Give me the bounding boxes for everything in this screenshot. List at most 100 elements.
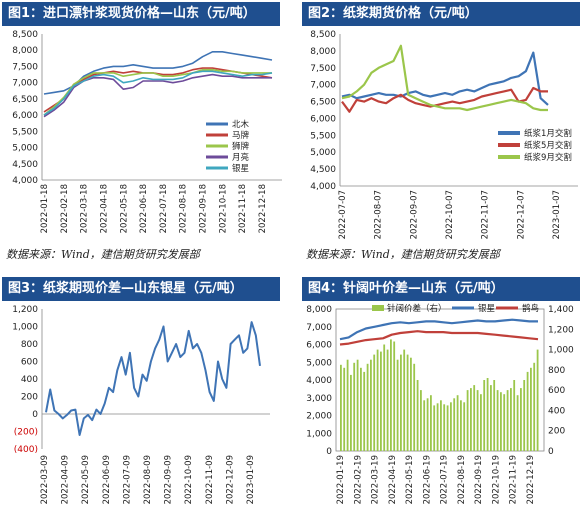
chart4-right-ytick: 400	[548, 406, 565, 416]
chart4-bar	[360, 367, 362, 451]
chart3-xtick: 2022-07-09	[122, 455, 132, 504]
chart1-xtick: 2022-12-18	[258, 184, 268, 233]
chart4-left-ytick: 7,000	[306, 323, 332, 333]
chart4-bar	[496, 390, 499, 451]
chart4-xtick: 2022-03-19	[371, 455, 381, 504]
chart3-ytick: 400	[21, 375, 38, 385]
chart3-ytick: (400)	[14, 445, 38, 455]
chart3-xtick: 2022-10-09	[184, 455, 194, 504]
chart4-bar	[406, 354, 409, 451]
chart4-left-ytick: 1,000	[306, 429, 332, 439]
chart4-xtick: 2022-11-19	[509, 455, 519, 504]
chart2-series-0	[341, 51, 549, 106]
chart1-series-2	[43, 68, 272, 116]
chart3-xtick: 2022-12-09	[225, 455, 235, 504]
chart4-bar	[403, 349, 406, 451]
chart4-bar	[430, 395, 432, 451]
chart4-bar	[433, 405, 436, 451]
chart3-ytick: 1,200	[12, 305, 38, 315]
chart1-ytick: 7,500	[12, 62, 38, 72]
chart2-xtick: 2022-09-07	[409, 190, 419, 239]
chart4-bar	[340, 364, 342, 451]
chart4-bar	[506, 390, 509, 451]
chart4-bar	[463, 402, 466, 451]
chart4-right-ytick: 200	[548, 427, 565, 437]
chart4-xtick: 2022-09-19	[474, 455, 484, 504]
chart4-bar	[470, 388, 472, 451]
chart1-ytick: 4,000	[12, 176, 38, 186]
source-note-1: 数据来源：Wind，建信期货研究发展部	[6, 248, 200, 261]
chart-2: 4,000 4,500 5,000 5,500 6,000 6,500 7,000 7,500…	[310, 30, 578, 239]
chart2-ytick: 7,500	[310, 64, 336, 74]
chart4-bar	[536, 349, 539, 451]
chart2-xtick: 2022-10-07	[445, 190, 455, 239]
chart-title-4: 图4：针阔叶价差—山东（元/吨）	[302, 277, 580, 301]
chart3-xtick: 2022-08-09	[143, 455, 153, 504]
chart4-xtick: 2022-08-19	[457, 455, 467, 504]
chart1-xtick: 2022-01-18	[40, 184, 50, 233]
chart-4: 0 1,000 2,000 3,000 4,000 5,000 6,000 7,000 8,00…	[306, 303, 574, 504]
chart2-legend-2-label: 纸浆9月交割	[524, 152, 572, 163]
chart1-ytick: 5,500	[12, 127, 38, 137]
chart2-xtick: 2022-12-07	[516, 190, 526, 239]
chart3-ytick: (200)	[14, 428, 38, 438]
chart4-bar	[520, 388, 522, 451]
chart4-bar	[420, 390, 422, 451]
chart4-bar	[396, 359, 399, 451]
chart4-bar	[450, 402, 452, 451]
source-note-2: 数据来源：Wind，建信期货研究发展部	[306, 248, 500, 261]
chart4-left-ytick: 5,000	[306, 358, 332, 368]
chart3-xtick: 2022-09-09	[164, 455, 174, 504]
chart4-bar	[346, 359, 349, 451]
chart3-ytick: 1,000	[12, 323, 38, 333]
chart1-xtick: 2022-08-18	[179, 184, 189, 233]
chart2-ytick: 8,000	[310, 47, 336, 57]
chart4-bar	[350, 374, 352, 451]
chart1-xtick: 2022-02-18	[60, 184, 70, 233]
chart4-bar	[353, 362, 356, 451]
chart1-ytick: 8,000	[12, 46, 38, 56]
chart4-bar	[516, 395, 519, 451]
chart4-legend-1-label: 银星	[478, 303, 495, 314]
chart3-xtick: 2022-04-09	[61, 455, 71, 504]
chart2-ytick: 4,500	[310, 165, 336, 175]
chart4-bar	[523, 380, 526, 451]
chart3-ytick: 200	[21, 393, 38, 403]
chart1-xtick: 2022-09-18	[199, 184, 209, 233]
chart3-ytick: 0	[32, 410, 38, 420]
chart4-bar	[503, 394, 506, 451]
chart4-bar	[373, 354, 376, 451]
chart1-xtick: 2022-07-18	[159, 184, 169, 233]
chart4-bar	[376, 349, 379, 451]
chart4-bar	[423, 400, 426, 451]
chart1-xtick: 2022-06-18	[139, 184, 149, 233]
chart4-bar	[490, 385, 492, 451]
chart4-bar	[480, 394, 482, 451]
chart4-left-ytick: 0	[326, 447, 332, 457]
chart4-bar	[476, 390, 479, 451]
chart1-xtick: 2022-10-18	[218, 184, 228, 233]
chart2-ytick: 7,000	[310, 81, 336, 91]
chart2-legend-1-label: 纸浆5月交割	[524, 140, 572, 151]
chart-title-2: 图2：纸浆期货价格（元/吨）	[302, 2, 580, 26]
chart4-bar	[483, 380, 486, 451]
chart2-series-2	[341, 44, 548, 112]
chart4-bar	[366, 363, 369, 451]
chart4-bar	[466, 390, 469, 451]
chart1-xtick: 2022-11-18	[238, 184, 248, 233]
chart4-xtick: 2022-05-19	[405, 455, 415, 504]
chart2-legend-0-label: 纸浆1月交割	[524, 128, 572, 139]
chart2-ytick: 5,000	[310, 148, 336, 158]
chart4-xtick: 2022-12-19	[526, 455, 536, 504]
chart1-xtick: 2022-03-18	[80, 184, 90, 233]
chart2-xtick: 2022-07-07	[338, 190, 348, 239]
chart3-series-0	[45, 321, 261, 436]
chart4-legend-0-label: 针阔价差（右）	[387, 303, 447, 314]
chart3-xtick: 2022-11-09	[205, 455, 215, 504]
chart1-ytick: 8,500	[12, 30, 38, 40]
chart1-ytick: 5,000	[12, 144, 38, 154]
chart4-legend-0-swatch	[372, 305, 384, 311]
chart4-bar	[473, 385, 476, 451]
chart4-xtick: 2022-04-19	[388, 455, 398, 504]
chart4-bar	[383, 344, 386, 451]
